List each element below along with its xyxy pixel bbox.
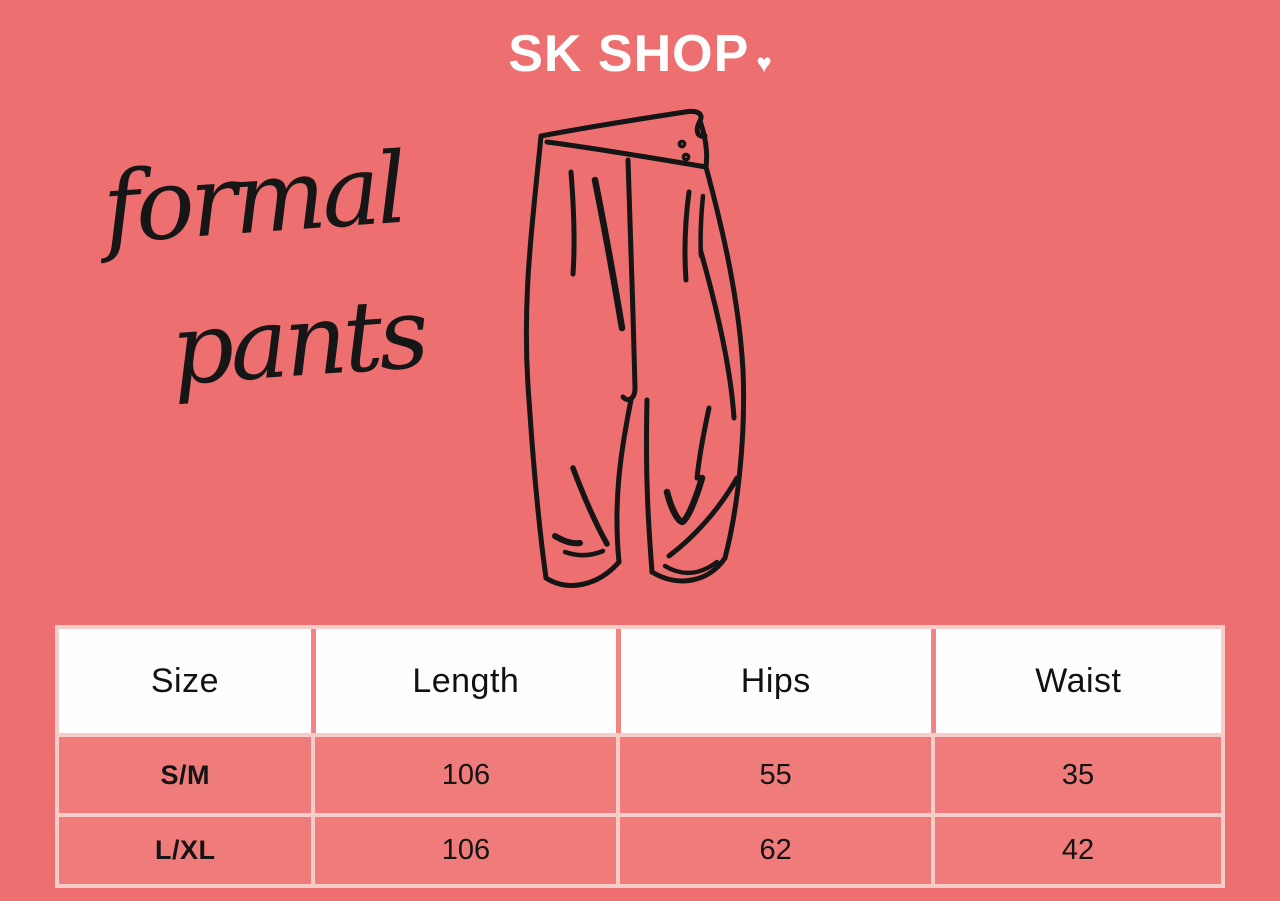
cell-sm-length: 106 (315, 737, 617, 813)
cell-sm-size: S/M (59, 737, 312, 813)
table-header-row: Size Length Hips Waist (59, 629, 1221, 733)
brand-logo: SK SHOP ♥ (0, 28, 1280, 80)
pants-sketch-svg (523, 108, 747, 588)
cell-sm-hips: 55 (620, 737, 931, 813)
cell-lxl-waist: 42 (934, 817, 1221, 884)
size-table: Size Length Hips Waist S/M 106 55 35 L/X… (55, 625, 1225, 888)
header-cell-size: Size (59, 629, 311, 733)
heart-icon: ♥ (756, 48, 772, 78)
pants-illustration (513, 100, 778, 610)
cell-lxl-size: L/XL (59, 817, 312, 884)
product-title-line2: pants (167, 276, 429, 409)
product-title-line1: formal (99, 131, 408, 267)
table-row-lxl: L/XL 106 62 42 (59, 817, 1221, 884)
product-title: formal pants (99, 131, 429, 409)
header-cell-waist: Waist (935, 629, 1221, 733)
cell-lxl-hips: 62 (620, 817, 931, 884)
header-cell-length: Length (315, 629, 616, 733)
cell-lxl-length: 106 (315, 817, 617, 884)
header-cell-hips: Hips (620, 629, 931, 733)
cell-sm-waist: 35 (934, 737, 1221, 813)
brand-name: SK SHOP (508, 25, 750, 83)
table-row-sm: S/M 106 55 35 (59, 737, 1221, 813)
